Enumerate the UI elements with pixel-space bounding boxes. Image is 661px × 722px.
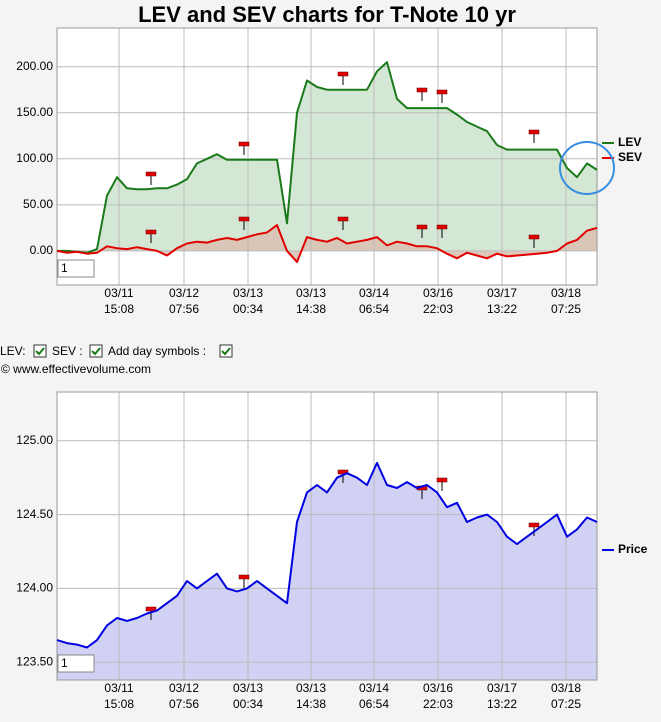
day-symbol <box>337 71 349 77</box>
zoom-input-value: 1 <box>61 261 68 275</box>
control-label: SEV : <box>52 344 83 358</box>
copyright: © www.effectivevolume.com <box>1 362 151 376</box>
y-tick-label: 200.00 <box>16 59 53 73</box>
x-tick-label: 03/13 00:34 <box>233 681 263 711</box>
day-symbol <box>145 171 157 177</box>
day-symbol <box>528 522 540 528</box>
day-symbol <box>436 477 448 483</box>
plot <box>57 28 597 285</box>
annotation-circle <box>559 141 615 195</box>
plot-border <box>56 391 598 681</box>
legend-label: SEV <box>618 150 642 164</box>
legend-label: LEV <box>618 135 641 149</box>
x-tick-label: 03/11 15:08 <box>104 286 134 316</box>
control-label: LEV: <box>0 344 26 358</box>
series-line <box>56 461 598 649</box>
y-tick-label: 0.00 <box>30 243 54 257</box>
day-symbol <box>238 574 250 580</box>
y-tick-label: 125.00 <box>16 433 53 447</box>
x-tick-label: 03/17 13:22 <box>487 681 517 711</box>
series-line <box>57 61 598 254</box>
day-symbol <box>145 606 157 612</box>
y-tick-label: 124.00 <box>16 581 53 595</box>
x-tick-label: 03/13 00:34 <box>233 286 263 316</box>
checkbox[interactable] <box>33 344 47 358</box>
control-label: Add day symbols : <box>108 344 206 358</box>
x-tick-label: 03/13 14:38 <box>296 681 326 711</box>
y-tick-label: 100.00 <box>16 151 53 165</box>
x-tick-label: 03/13 14:38 <box>296 286 326 316</box>
chart-title: LEV and SEV charts for T-Note 10 yr <box>138 2 516 27</box>
y-tick-label: 50.00 <box>23 197 53 211</box>
y-tick-label: 124.50 <box>16 507 53 521</box>
day-symbol <box>416 87 428 93</box>
x-tick-label: 03/11 15:08 <box>104 681 134 711</box>
zoom-input[interactable] <box>57 259 95 278</box>
area-fill <box>57 225 597 262</box>
day-symbol <box>337 216 349 222</box>
y-tick-label: 150.00 <box>16 105 53 119</box>
day-symbol <box>528 129 540 135</box>
legend-label: Price <box>618 542 648 556</box>
day-symbol <box>436 224 448 230</box>
x-tick-label: 03/16 22:03 <box>423 681 453 711</box>
series-line <box>56 224 598 263</box>
day-symbol <box>238 216 250 222</box>
day-symbol <box>528 234 540 240</box>
day-symbol <box>436 89 448 95</box>
day-symbol <box>416 224 428 230</box>
plot-border <box>56 27 598 286</box>
area-fill <box>57 462 597 680</box>
day-symbol <box>238 141 250 147</box>
x-tick-label: 03/18 07:25 <box>551 286 581 316</box>
x-tick-label: 03/12 07:56 <box>169 286 199 316</box>
checkbox[interactable] <box>219 344 233 358</box>
zoom-input-value: 1 <box>61 656 68 670</box>
plot <box>57 392 597 680</box>
x-tick-label: 03/16 22:03 <box>423 286 453 316</box>
y-tick-label: 123.50 <box>16 654 53 668</box>
day-symbol <box>145 229 157 235</box>
x-tick-label: 03/17 13:22 <box>487 286 517 316</box>
zoom-input[interactable] <box>57 654 95 673</box>
x-tick-label: 03/18 07:25 <box>551 681 581 711</box>
x-tick-label: 03/12 07:56 <box>169 681 199 711</box>
x-tick-label: 03/14 06:54 <box>359 286 389 316</box>
x-tick-label: 03/14 06:54 <box>359 681 389 711</box>
checkbox[interactable] <box>89 344 103 358</box>
